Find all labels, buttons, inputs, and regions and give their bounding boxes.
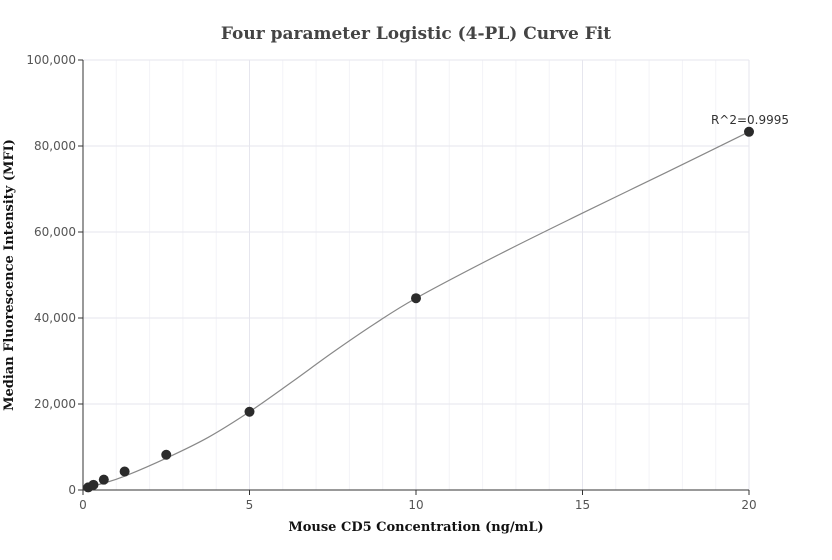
annotations: R^2=0.9995: [711, 113, 789, 127]
y-tick-label: 60,000: [34, 225, 76, 239]
y-tick-label: 100,000: [26, 53, 76, 67]
y-tick-label: 20,000: [34, 397, 76, 411]
x-tick-label: 0: [79, 498, 87, 512]
data-point: [88, 479, 99, 490]
y-tick-label: 40,000: [34, 311, 76, 325]
y-tick-label: 80,000: [34, 139, 76, 153]
y-tick-label: 0: [68, 483, 76, 497]
x-tick-label: 10: [408, 498, 423, 512]
data-point: [161, 449, 172, 460]
data-point: [411, 293, 421, 304]
data-point: [244, 406, 255, 417]
x-tick-label: 15: [575, 498, 590, 512]
x-tick-label: 5: [246, 498, 254, 512]
x-axis-ticks: 0 5 10 15 20: [79, 490, 757, 512]
grid: [83, 59, 750, 490]
y-axis-title: Median Fluorescence Intensity (MFI): [2, 139, 17, 411]
data-point: [744, 126, 754, 137]
data-point: [119, 466, 130, 477]
chart-title: Four parameter Logistic (4-PL) Curve Fit: [221, 24, 611, 44]
data-point: [98, 474, 109, 485]
y-axis-ticks: 0 20,000 40,000 60,000 80,000 100,000: [26, 53, 83, 497]
fit-curve-layer: [88, 131, 750, 488]
data-points: [83, 126, 754, 493]
fit-curve: [88, 131, 750, 488]
r-squared-annotation: R^2=0.9995: [711, 113, 789, 127]
x-axis-title: Mouse CD5 Concentration (ng/mL): [288, 520, 543, 535]
x-tick-label: 20: [741, 498, 756, 512]
